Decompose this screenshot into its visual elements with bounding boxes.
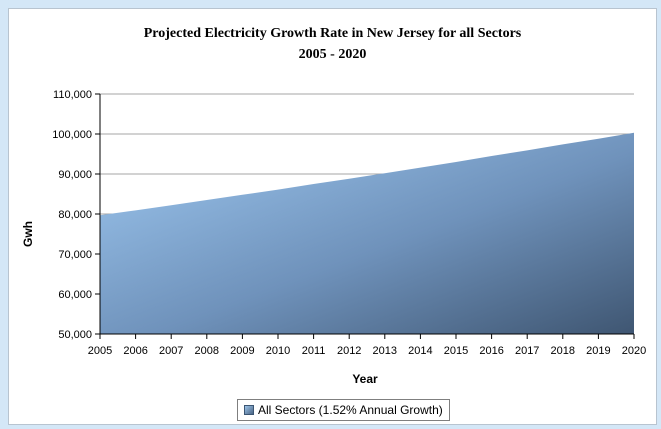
chart-title-block: Projected Electricity Growth Rate in New… (9, 23, 656, 65)
area-fill (100, 132, 634, 334)
x-tick-label: 2009 (230, 345, 254, 357)
x-tick-label: 2020 (622, 345, 646, 357)
x-tick-label: 2008 (195, 345, 219, 357)
area-series (100, 132, 634, 334)
y-tick-label: 110,000 (53, 89, 92, 101)
y-tick-labels: 50,000 60,000 70,000 80,000 90,000 100,000 110… (52, 89, 92, 341)
chart-frame: Projected Electricity Growth Rate in New… (8, 8, 657, 425)
x-tick-label: 2019 (586, 345, 610, 357)
x-tick-label: 2010 (266, 345, 290, 357)
x-tick-label: 2011 (302, 345, 326, 357)
y-tick-label: 90,000 (58, 169, 92, 181)
area-chart: 50,000 60,000 70,000 80,000 90,000 100,000 110… (21, 89, 646, 386)
x-tick-label: 2006 (123, 345, 147, 357)
y-tick-label: 80,000 (58, 209, 92, 221)
x-tick-label: 2018 (551, 345, 575, 357)
x-axis-label: Year (352, 372, 378, 386)
y-axis-label: Gwh (21, 221, 35, 247)
x-tick-label: 2012 (337, 345, 361, 357)
legend: All Sectors (1.52% Annual Growth) (237, 399, 450, 421)
x-tick-label: 2015 (444, 345, 468, 357)
x-tick-labels: 2005 2006 2007 2008 2009 2010 2011 2012 2013 2014… (88, 345, 646, 357)
y-tick-label: 50,000 (58, 329, 92, 341)
chart-title: Projected Electricity Growth Rate in New… (143, 26, 522, 41)
chart-subtitle: 2005 - 2020 (298, 47, 367, 62)
axes (95, 93, 635, 339)
legend-label: All Sectors (1.52% Annual Growth) (258, 403, 443, 417)
x-tick-label: 2013 (373, 345, 397, 357)
y-tick-label: 70,000 (58, 249, 92, 261)
legend-swatch (244, 405, 254, 415)
y-tick-label: 60,000 (58, 289, 92, 301)
x-tick-label: 2014 (408, 345, 432, 357)
y-tick-label: 100,000 (52, 129, 92, 141)
x-tick-label: 2017 (515, 345, 539, 357)
x-tick-label: 2005 (88, 345, 112, 357)
x-tick-label: 2007 (159, 345, 183, 357)
x-tick-label: 2016 (479, 345, 503, 357)
